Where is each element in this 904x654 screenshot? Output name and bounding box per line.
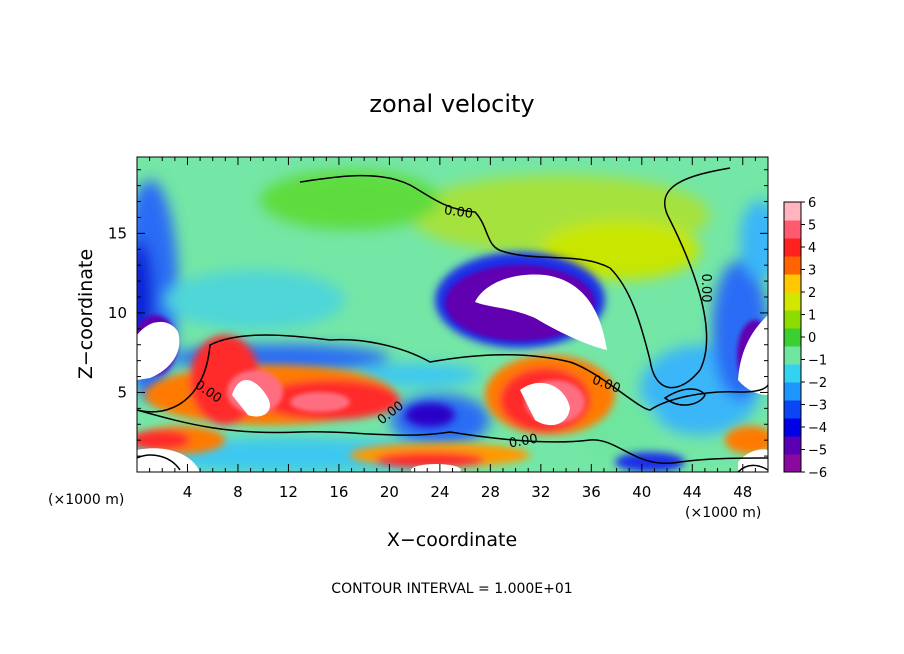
chart-title: zonal velocity [369,90,534,118]
colorbar-label: −1 [808,354,827,369]
colorbar-swatch [784,292,801,311]
contour-label: 0.00 [443,203,474,222]
x-tick-label: 48 [733,483,752,501]
x-tick-label: 4 [183,483,193,501]
contour-interval-note: CONTOUR INTERVAL = 1.000E+01 [331,581,572,597]
x-tick-label: 20 [380,483,399,501]
colorbar-swatch [784,418,801,437]
colorbar-swatch [784,310,801,329]
x-tick-label: 40 [632,483,651,501]
colorbar-swatch [784,220,801,239]
colorbar-swatch [784,346,801,365]
colorbar-swatch [784,454,801,473]
contour-label: 0.00 [508,432,539,452]
colorbar-label: −2 [808,376,827,391]
x-axis: 4 8 12 16 20 24 28 32 36 40 44 48 [149,157,756,501]
colorbar-label: 0 [808,331,816,346]
colorbar-swatch [784,274,801,293]
colorbar-label: 5 [808,219,816,234]
x-units-right: (×1000 m) [685,505,761,521]
x-units-left: (×1000 m) [48,492,124,508]
x-tick-label: 36 [582,483,601,501]
colorbar-swatch [784,382,801,401]
colorbar-swatch [784,328,801,347]
y-axis-title: Z−coordinate [75,249,97,379]
colorbar-swatch [784,364,801,383]
heatmap-field [137,157,768,472]
colorbar-swatch [784,202,801,221]
x-tick-label: 12 [279,483,298,501]
x-tick-label: 24 [430,483,449,501]
colorbar-swatch [784,400,801,419]
y-tick-label: 10 [108,304,127,322]
y-tick-label: 5 [117,383,127,401]
colorbar-label: −5 [808,444,827,459]
x-tick-label: 44 [683,483,702,501]
x-tick-label: 8 [233,483,243,501]
y-tick-label: 15 [108,224,127,242]
colorbar-swatch [784,256,801,275]
colorbar-label: 4 [808,241,816,256]
x-tick-label: 32 [531,483,550,501]
x-tick-label: 16 [329,483,348,501]
colorbar-label: −3 [808,399,827,414]
colorbar-swatch [784,436,801,455]
y-axis: 5 10 15 [108,169,768,457]
colorbar: 6 5 4 3 2 1 0 −1 −2 −3 −4 −5 −6 [783,196,827,481]
colorbar-label: 2 [808,286,816,301]
x-tick-label: 28 [481,483,500,501]
contour-lines [137,167,768,472]
colorbar-label: −6 [808,466,827,481]
contour-label: 0.00 [698,274,713,303]
colorbar-label: 3 [808,264,816,279]
colorbar-label: 1 [808,309,816,324]
colorbar-swatch [784,238,801,257]
colorbar-label: 6 [808,196,816,211]
colorbar-label: −4 [808,421,827,436]
x-axis-title: X−coordinate [387,529,517,551]
